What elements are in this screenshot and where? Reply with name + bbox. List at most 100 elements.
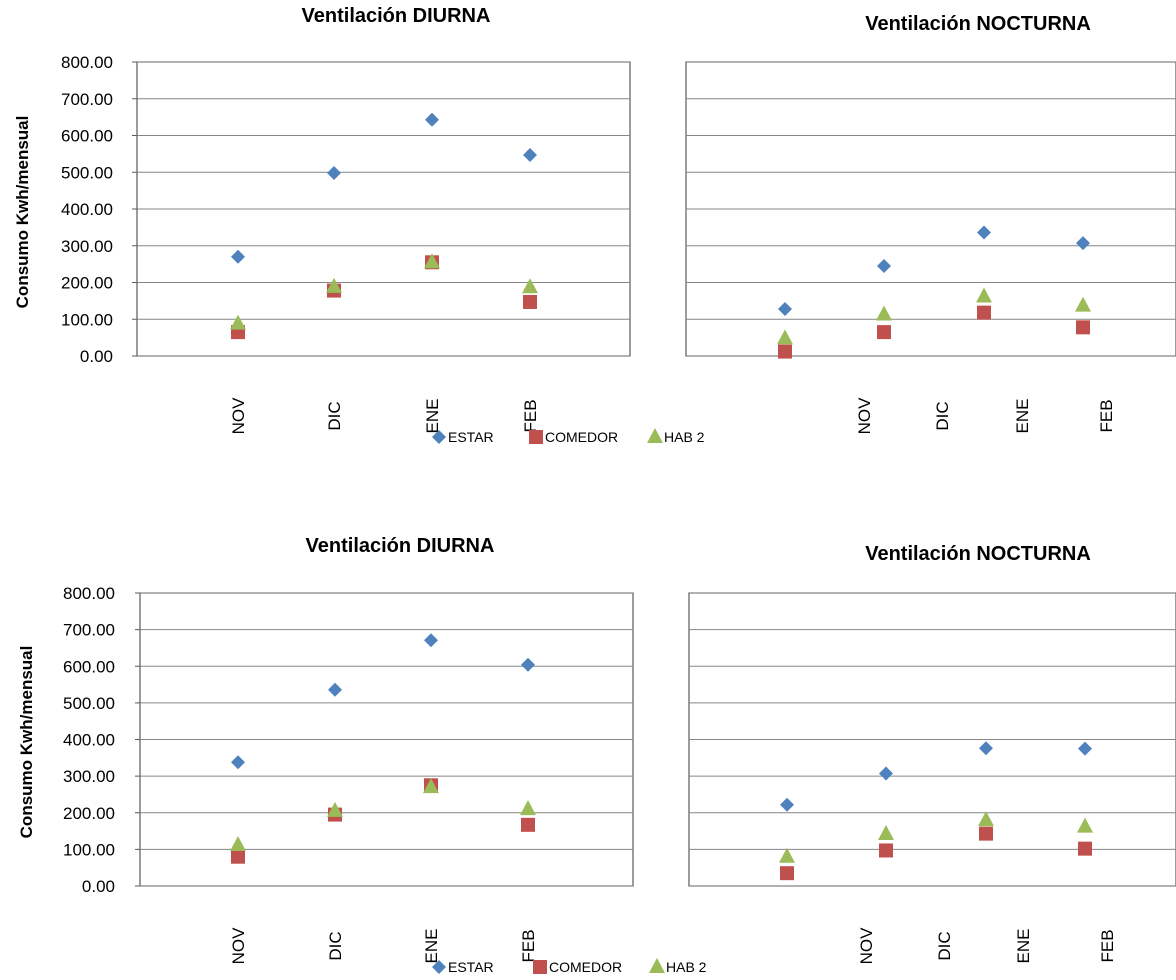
chart-2: Ventilación NOCTURNA NOV DIC ENE FEB — [685, 13, 1176, 435]
legend-label-comedor: COMEDOR — [545, 429, 618, 445]
legend-hab2-icon — [647, 428, 663, 443]
marker-comedor-dic — [879, 843, 893, 858]
marker-hab2-nov — [230, 835, 246, 851]
legend-comedor-icon — [529, 430, 543, 444]
marker-hab2-ene — [978, 811, 994, 827]
x-tick-label: FEB — [1098, 929, 1117, 962]
y-tick-label: 500.00 — [63, 694, 115, 713]
legend-estar-icon — [432, 960, 446, 974]
x-tick-label: ENE — [1014, 929, 1033, 964]
marker-comedor-nov — [778, 344, 792, 359]
marker-comedor-ene — [979, 826, 993, 841]
y-tick-label: 700.00 — [61, 90, 113, 109]
marker-hab2-feb — [1077, 817, 1093, 833]
marker-comedor-nov — [231, 849, 245, 864]
marker-hab2-dic — [878, 824, 894, 840]
marker-hab2-dic — [876, 305, 892, 321]
legend-label-hab2: HAB 2 — [666, 959, 707, 975]
marker-hab2-ene — [976, 287, 992, 303]
x-tick-label: DIC — [326, 931, 345, 960]
marker-estar-ene — [979, 741, 993, 756]
marker-estar-feb — [1078, 741, 1092, 756]
marker-estar-dic — [327, 165, 341, 180]
chart-1: 0.00 100.00 200.00 300.00 400.00 500.00 600.00… — [13, 5, 705, 445]
marker-estar-nov — [780, 797, 794, 812]
marker-comedor-nov — [780, 866, 794, 881]
x-tick-label: FEB — [521, 399, 540, 432]
x-tick-label: FEB — [1097, 399, 1116, 432]
x-tick-label: FEB — [519, 929, 538, 962]
y-tick-label: 800.00 — [63, 584, 115, 603]
y-tick-label: 200.00 — [61, 274, 113, 293]
y-tick-label: 400.00 — [61, 200, 113, 219]
chart-title: Ventilación DIURNA — [302, 5, 491, 27]
marker-estar-nov — [778, 301, 792, 316]
y-tick-label: 200.00 — [63, 804, 115, 823]
x-tick-label: DIC — [933, 401, 952, 430]
marker-hab2-dic — [326, 277, 342, 293]
marker-estar-feb — [523, 147, 537, 162]
chart-4: Ventilación NOCTURNA NOV DIC ENE FEB — [688, 543, 1176, 965]
x-tick-label: DIC — [935, 931, 954, 960]
marker-estar-dic — [877, 258, 891, 273]
legend: ESTAR COMEDOR HAB 2 — [432, 958, 707, 975]
legend-label-comedor: COMEDOR — [549, 959, 622, 975]
marker-hab2-nov — [779, 847, 795, 863]
marker-comedor-feb — [523, 294, 537, 309]
x-tick-label: ENE — [1013, 399, 1032, 434]
marker-estar-feb — [1076, 236, 1090, 251]
x-tick-label: ENE — [423, 399, 442, 434]
marker-hab2-feb — [522, 278, 538, 294]
y-axis-label: Consumo Kwh/mensual — [17, 646, 36, 839]
marker-hab2-nov — [230, 314, 246, 330]
legend-comedor-icon — [533, 960, 547, 974]
marker-hab2-ene — [424, 253, 440, 269]
marker-hab2-feb — [520, 800, 536, 816]
chart-title: Ventilación NOCTURNA — [865, 13, 1091, 35]
legend-label-hab2: HAB 2 — [664, 429, 705, 445]
marker-estar-nov — [231, 755, 245, 770]
marker-estar-dic — [328, 682, 342, 697]
x-tick-label: ENE — [422, 929, 441, 964]
x-tick-label: NOV — [855, 397, 874, 435]
x-tick-label: DIC — [325, 401, 344, 430]
legend-hab2-icon — [649, 958, 665, 973]
chart-3: 0.00 100.00 200.00 300.00 400.00 500.00 600.00… — [17, 535, 707, 975]
y-tick-label: 600.00 — [63, 657, 115, 676]
marker-estar-feb — [521, 657, 535, 672]
y-tick-label: 800.00 — [61, 53, 113, 72]
y-tick-label: 500.00 — [61, 163, 113, 182]
marker-comedor-ene — [977, 305, 991, 320]
marker-hab2-ene — [423, 778, 439, 794]
chart-title: Ventilación DIURNA — [306, 535, 495, 557]
y-tick-label: 0.00 — [82, 877, 115, 896]
y-tick-label: 300.00 — [61, 237, 113, 256]
y-tick-label: 0.00 — [80, 347, 113, 366]
marker-hab2-nov — [777, 329, 793, 345]
y-tick-label: 300.00 — [63, 767, 115, 786]
marker-hab2-feb — [1075, 296, 1091, 312]
x-tick-label: NOV — [229, 927, 248, 965]
x-tick-label: NOV — [229, 397, 248, 435]
y-tick-label: 100.00 — [63, 840, 115, 859]
y-tick-label: 700.00 — [63, 621, 115, 640]
legend-label-estar: ESTAR — [448, 959, 494, 975]
y-tick-label: 600.00 — [61, 127, 113, 146]
marker-comedor-feb — [1076, 320, 1090, 335]
marker-estar-dic — [879, 766, 893, 781]
chart-title: Ventilación NOCTURNA — [865, 543, 1091, 565]
marker-hab2-dic — [327, 801, 343, 817]
legend: ESTAR COMEDOR HAB 2 — [432, 428, 705, 445]
marker-estar-ene — [424, 633, 438, 648]
marker-comedor-feb — [521, 817, 535, 832]
y-tick-label: 400.00 — [63, 731, 115, 750]
y-tick-label: 100.00 — [61, 310, 113, 329]
marker-comedor-feb — [1078, 841, 1092, 856]
marker-estar-ene — [425, 112, 439, 127]
legend-estar-icon — [432, 430, 446, 444]
x-tick-label: NOV — [857, 927, 876, 965]
marker-estar-nov — [231, 249, 245, 264]
y-axis-label: Consumo Kwh/mensual — [13, 116, 32, 309]
marker-comedor-dic — [877, 325, 891, 340]
marker-estar-ene — [977, 225, 991, 240]
